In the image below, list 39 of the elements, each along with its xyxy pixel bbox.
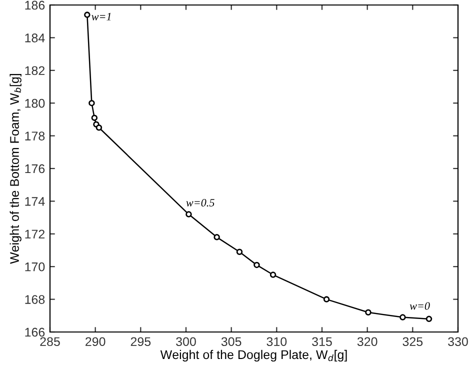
annotation: w=0 — [410, 302, 430, 310]
y-tick-label: 172 — [25, 230, 45, 238]
x-tick-label: 330 — [448, 337, 468, 346]
y-tick-label: 178 — [25, 132, 45, 140]
x-tick-label: 320 — [357, 337, 378, 346]
annotation: w=1 — [92, 12, 111, 20]
y-tick-label: 174 — [25, 197, 45, 206]
point — [254, 262, 260, 268]
point — [214, 234, 220, 240]
x-tick-label: 315 — [312, 337, 332, 346]
point — [186, 211, 192, 218]
point — [84, 12, 90, 18]
x-tick-label: 310 — [266, 337, 287, 346]
x-tick-label: 285 — [40, 337, 60, 346]
point — [88, 100, 95, 106]
point — [323, 296, 330, 302]
y-axis-title: Weight of the Bottom Foam, W$_{b}$[g] — [10, 74, 22, 264]
point — [91, 114, 98, 121]
point — [270, 272, 276, 278]
x-axis-title: Weight of the Dogleg Plate, W$_{d}$[g] — [160, 350, 347, 362]
point — [426, 316, 432, 322]
y-tick-label: 182 — [25, 66, 45, 76]
point — [365, 309, 372, 316]
point — [96, 124, 102, 131]
x-tick-label: 295 — [130, 337, 151, 346]
y-tick-label: 176 — [25, 164, 45, 174]
x-tick-label: 325 — [402, 337, 423, 346]
x-tick-label: 305 — [221, 337, 242, 346]
y-tick-label: 166 — [25, 328, 45, 337]
annotation: w=0.5 — [186, 198, 214, 207]
y-tick-label: 168 — [25, 295, 45, 304]
point — [236, 248, 243, 256]
y-tick-label: 184 — [25, 34, 45, 42]
point — [400, 314, 406, 320]
x-tick-label: 300 — [176, 337, 196, 346]
x-tick-label: 290 — [86, 337, 106, 346]
y-tick-label: 180 — [25, 98, 45, 108]
y-tick-label: 186 — [25, 0, 45, 10]
y-tick-label: 170 — [25, 262, 45, 272]
